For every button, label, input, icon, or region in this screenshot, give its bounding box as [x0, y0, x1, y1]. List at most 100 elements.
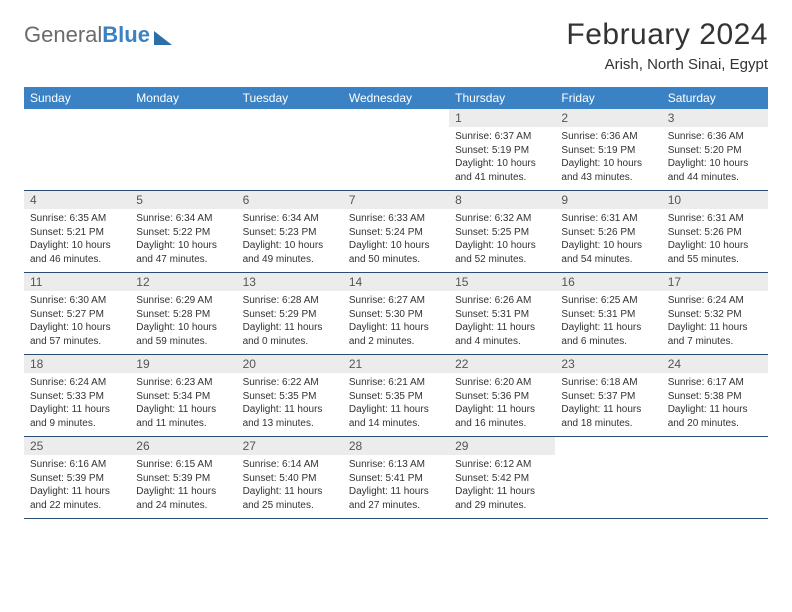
day-cell	[343, 109, 449, 190]
daylight-text-b: and 22 minutes.	[30, 499, 124, 513]
day-detail: Sunrise: 6:12 AMSunset: 5:42 PMDaylight:…	[449, 455, 555, 518]
day-number: 20	[237, 355, 343, 373]
day-number: 16	[555, 273, 661, 291]
daylight-text-a: Daylight: 11 hours	[243, 321, 337, 335]
sunset-text: Sunset: 5:40 PM	[243, 472, 337, 486]
sunrise-text: Sunrise: 6:32 AM	[455, 212, 549, 226]
day-cell: 20Sunrise: 6:22 AMSunset: 5:35 PMDayligh…	[237, 355, 343, 436]
daylight-text-b: and 55 minutes.	[668, 253, 762, 267]
daylight-text-b: and 6 minutes.	[561, 335, 655, 349]
sunset-text: Sunset: 5:39 PM	[30, 472, 124, 486]
weekday-header: Tuesday	[237, 87, 343, 109]
sunset-text: Sunset: 5:31 PM	[561, 308, 655, 322]
weekday-header: Sunday	[24, 87, 130, 109]
sunrise-text: Sunrise: 6:15 AM	[136, 458, 230, 472]
logo-triangle-icon	[154, 31, 172, 45]
sunrise-text: Sunrise: 6:12 AM	[455, 458, 549, 472]
sunset-text: Sunset: 5:25 PM	[455, 226, 549, 240]
day-detail: Sunrise: 6:21 AMSunset: 5:35 PMDaylight:…	[343, 373, 449, 436]
day-number: 6	[237, 191, 343, 209]
day-detail: Sunrise: 6:23 AMSunset: 5:34 PMDaylight:…	[130, 373, 236, 436]
day-detail: Sunrise: 6:26 AMSunset: 5:31 PMDaylight:…	[449, 291, 555, 354]
daylight-text-a: Daylight: 10 hours	[668, 157, 762, 171]
day-number: 7	[343, 191, 449, 209]
daylight-text-b: and 25 minutes.	[243, 499, 337, 513]
daylight-text-b: and 27 minutes.	[349, 499, 443, 513]
day-detail: Sunrise: 6:35 AMSunset: 5:21 PMDaylight:…	[24, 209, 130, 272]
logo-word-2: Blue	[102, 22, 150, 47]
day-number: 11	[24, 273, 130, 291]
day-number: 21	[343, 355, 449, 373]
day-detail: Sunrise: 6:31 AMSunset: 5:26 PMDaylight:…	[662, 209, 768, 272]
day-cell: 17Sunrise: 6:24 AMSunset: 5:32 PMDayligh…	[662, 273, 768, 354]
sunset-text: Sunset: 5:36 PM	[455, 390, 549, 404]
day-number	[24, 109, 130, 113]
day-number: 18	[24, 355, 130, 373]
sunset-text: Sunset: 5:23 PM	[243, 226, 337, 240]
day-cell: 3Sunrise: 6:36 AMSunset: 5:20 PMDaylight…	[662, 109, 768, 190]
sunrise-text: Sunrise: 6:33 AM	[349, 212, 443, 226]
daylight-text-b: and 43 minutes.	[561, 171, 655, 185]
location-label: Arish, North Sinai, Egypt	[566, 56, 768, 73]
day-detail: Sunrise: 6:13 AMSunset: 5:41 PMDaylight:…	[343, 455, 449, 518]
daylight-text-b: and 50 minutes.	[349, 253, 443, 267]
sunset-text: Sunset: 5:30 PM	[349, 308, 443, 322]
daylight-text-a: Daylight: 11 hours	[136, 485, 230, 499]
sunset-text: Sunset: 5:33 PM	[30, 390, 124, 404]
day-number: 1	[449, 109, 555, 127]
daylight-text-a: Daylight: 10 hours	[243, 239, 337, 253]
daylight-text-a: Daylight: 11 hours	[668, 321, 762, 335]
sunset-text: Sunset: 5:26 PM	[668, 226, 762, 240]
sunset-text: Sunset: 5:41 PM	[349, 472, 443, 486]
day-number: 26	[130, 437, 236, 455]
day-number	[343, 109, 449, 113]
day-cell: 24Sunrise: 6:17 AMSunset: 5:38 PMDayligh…	[662, 355, 768, 436]
weekday-header: Thursday	[449, 87, 555, 109]
day-number: 12	[130, 273, 236, 291]
daylight-text-a: Daylight: 11 hours	[136, 403, 230, 417]
sunrise-text: Sunrise: 6:35 AM	[30, 212, 124, 226]
daylight-text-a: Daylight: 11 hours	[561, 403, 655, 417]
daylight-text-b: and 14 minutes.	[349, 417, 443, 431]
sunrise-text: Sunrise: 6:37 AM	[455, 130, 549, 144]
day-detail: Sunrise: 6:24 AMSunset: 5:32 PMDaylight:…	[662, 291, 768, 354]
day-number: 3	[662, 109, 768, 127]
day-cell: 11Sunrise: 6:30 AMSunset: 5:27 PMDayligh…	[24, 273, 130, 354]
sunrise-text: Sunrise: 6:26 AM	[455, 294, 549, 308]
sunrise-text: Sunrise: 6:20 AM	[455, 376, 549, 390]
day-number: 4	[24, 191, 130, 209]
daylight-text-a: Daylight: 11 hours	[455, 485, 549, 499]
daylight-text-b: and 41 minutes.	[455, 171, 549, 185]
day-number: 27	[237, 437, 343, 455]
weekday-header-row: Sunday Monday Tuesday Wednesday Thursday…	[24, 87, 768, 109]
daylight-text-a: Daylight: 11 hours	[561, 321, 655, 335]
day-cell	[555, 437, 661, 518]
day-cell: 28Sunrise: 6:13 AMSunset: 5:41 PMDayligh…	[343, 437, 449, 518]
day-detail: Sunrise: 6:24 AMSunset: 5:33 PMDaylight:…	[24, 373, 130, 436]
day-cell: 1Sunrise: 6:37 AMSunset: 5:19 PMDaylight…	[449, 109, 555, 190]
day-cell	[237, 109, 343, 190]
day-cell: 21Sunrise: 6:21 AMSunset: 5:35 PMDayligh…	[343, 355, 449, 436]
day-detail: Sunrise: 6:29 AMSunset: 5:28 PMDaylight:…	[130, 291, 236, 354]
logo-text: GeneralBlue	[24, 22, 150, 48]
day-number	[555, 437, 661, 455]
day-detail: Sunrise: 6:34 AMSunset: 5:22 PMDaylight:…	[130, 209, 236, 272]
sunrise-text: Sunrise: 6:22 AM	[243, 376, 337, 390]
header: GeneralBlue February 2024 Arish, North S…	[24, 18, 768, 73]
day-detail: Sunrise: 6:30 AMSunset: 5:27 PMDaylight:…	[24, 291, 130, 354]
week-row: 18Sunrise: 6:24 AMSunset: 5:33 PMDayligh…	[24, 355, 768, 437]
day-cell: 15Sunrise: 6:26 AMSunset: 5:31 PMDayligh…	[449, 273, 555, 354]
day-detail: Sunrise: 6:32 AMSunset: 5:25 PMDaylight:…	[449, 209, 555, 272]
day-number: 9	[555, 191, 661, 209]
sunrise-text: Sunrise: 6:34 AM	[243, 212, 337, 226]
sunrise-text: Sunrise: 6:30 AM	[30, 294, 124, 308]
day-detail: Sunrise: 6:14 AMSunset: 5:40 PMDaylight:…	[237, 455, 343, 518]
day-cell: 22Sunrise: 6:20 AMSunset: 5:36 PMDayligh…	[449, 355, 555, 436]
day-detail: Sunrise: 6:17 AMSunset: 5:38 PMDaylight:…	[662, 373, 768, 436]
daylight-text-a: Daylight: 11 hours	[349, 321, 443, 335]
day-cell: 29Sunrise: 6:12 AMSunset: 5:42 PMDayligh…	[449, 437, 555, 518]
daylight-text-b: and 18 minutes.	[561, 417, 655, 431]
daylight-text-b: and 29 minutes.	[455, 499, 549, 513]
day-number: 17	[662, 273, 768, 291]
day-detail: Sunrise: 6:37 AMSunset: 5:19 PMDaylight:…	[449, 127, 555, 190]
